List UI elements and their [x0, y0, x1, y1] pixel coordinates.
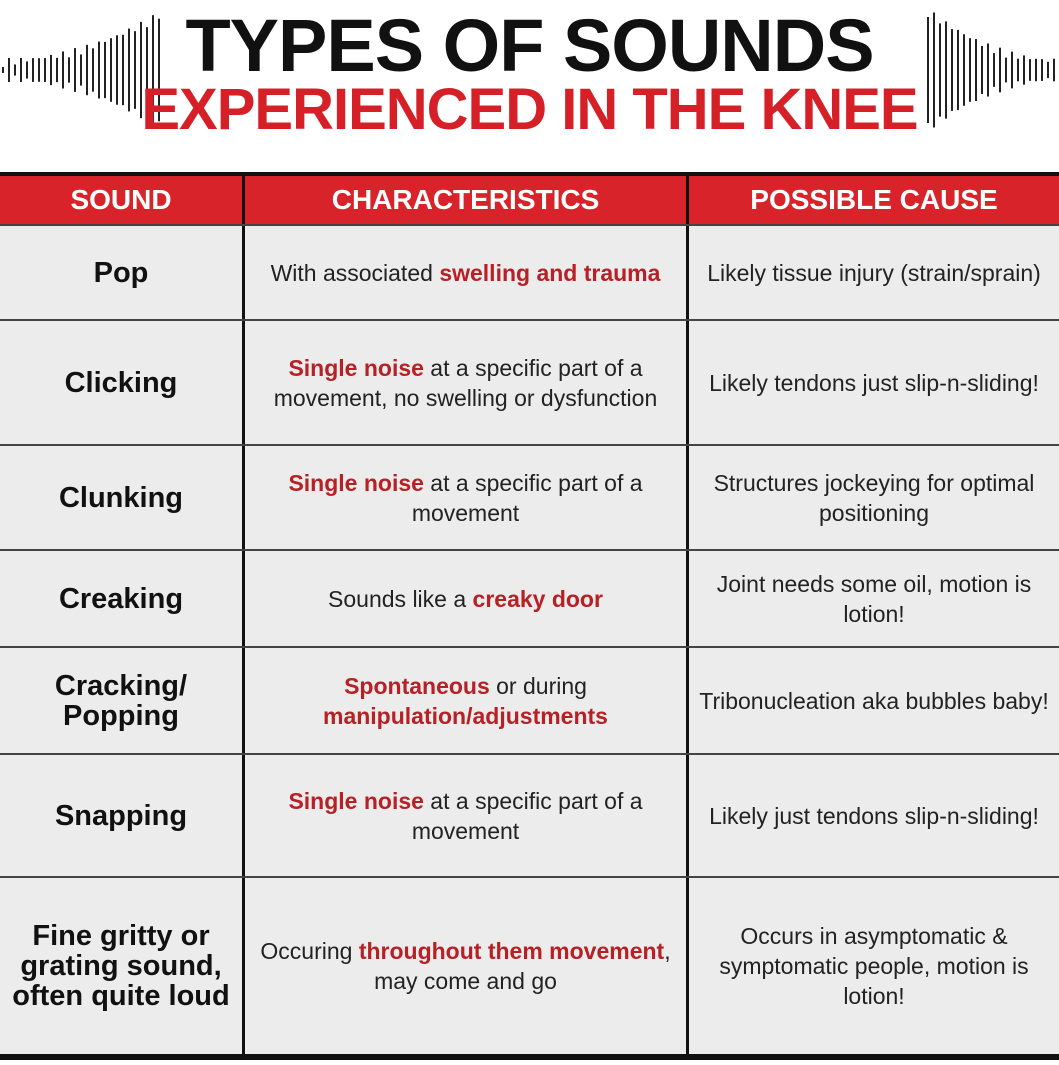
highlighted-text: swelling and trauma — [439, 259, 661, 286]
possible-cause: Joint needs some oil, motion is lotion! — [716, 570, 1032, 627]
sound-name: Clicking — [0, 321, 245, 444]
sounds-table: SOUND CHARACTERISTICS POSSIBLE CAUSE Pop… — [0, 172, 1059, 1060]
soundwave-right-icon — [927, 12, 1055, 128]
characteristic-text: or during — [489, 672, 587, 699]
characteristics-cell: Spontaneous or during manipulation/adjus… — [245, 648, 689, 753]
characteristics-cell: With associated swelling and trauma — [245, 226, 689, 319]
soundwave-left-icon — [2, 15, 160, 125]
sound-name: Creaking — [0, 551, 245, 646]
possible-cause: Occurs in asymptomatic & symptomatic peo… — [719, 923, 1029, 1009]
possible-cause: Tribonucleation aka bubbles baby! — [699, 687, 1049, 714]
title-line-1: TYPES OF SOUNDS — [185, 4, 874, 87]
title-line-2: EXPERIENCED IN THE KNEE — [141, 77, 918, 142]
column-header-possible-cause: POSSIBLE CAUSE — [750, 184, 998, 215]
sound-name: Pop — [0, 226, 245, 319]
characteristics-cell: Single noise at a specific part of a mov… — [245, 446, 689, 549]
possible-cause: Likely tendons just slip-n-sliding! — [709, 369, 1039, 396]
table-row: Snapping Single noise at a specific part … — [0, 753, 1059, 876]
highlighted-text: manipulation/adjustments — [323, 702, 608, 729]
column-header-characteristics: CHARACTERISTICS — [245, 176, 689, 224]
sound-name: Snapping — [0, 755, 245, 876]
characteristics-cell: Occuring throughout them movement, may c… — [245, 878, 689, 1054]
sound-name: Fine gritty or grating sound, often quit… — [0, 878, 245, 1054]
table-row: Cracking/ Popping Spontaneous or during m… — [0, 646, 1059, 753]
table-row: Clicking Single noise at a specific part … — [0, 319, 1059, 444]
characteristic-text: at a specific part of a movement — [411, 787, 643, 844]
characteristic-text: Occuring — [260, 938, 359, 964]
highlighted-text: creaky door — [472, 585, 603, 612]
highlighted-text: Single noise — [288, 469, 424, 496]
characteristic-text: With associated — [270, 259, 440, 286]
highlighted-text: Single noise — [288, 354, 424, 381]
characteristic-text: , may come and go — [374, 938, 671, 994]
characteristics-cell: Sounds like a creaky door — [245, 551, 689, 646]
possible-cause: Likely tissue injury (strain/sprain) — [707, 259, 1041, 286]
characteristic-text: Sounds like a — [328, 585, 473, 612]
characteristic-text: at a specific part of a movement, no swe… — [273, 354, 658, 411]
characteristics-cell: Single noise at a specific part of a mov… — [245, 321, 689, 444]
table-row: Creaking Sounds like a creaky door Joint n… — [0, 549, 1059, 646]
highlighted-text: Spontaneous — [344, 672, 490, 699]
table-header-row: SOUND CHARACTERISTICS POSSIBLE CAUSE — [0, 176, 1059, 224]
highlighted-text: throughout them movement — [358, 938, 665, 964]
table-row: Pop With associated swelling and trauma Li… — [0, 224, 1059, 319]
possible-cause: Structures jockeying for optimal positio… — [713, 469, 1035, 526]
sound-name: Clunking — [0, 446, 245, 549]
possible-cause: Likely just tendons slip-n-sliding! — [709, 802, 1039, 829]
table-body: Pop With associated swelling and trauma Li… — [0, 224, 1059, 1054]
column-header-sound: SOUND — [0, 176, 245, 224]
table-row: Fine gritty or grating sound, often quit… — [0, 876, 1059, 1054]
characteristics-cell: Single noise at a specific part of a mov… — [245, 755, 689, 876]
header: TYPES OF SOUNDS EXPERIENCED IN THE KNEE — [0, 0, 1059, 170]
table-row: Clunking Single noise at a specific part … — [0, 444, 1059, 549]
sound-name: Cracking/ Popping — [0, 648, 245, 753]
characteristic-text: at a specific part of a movement — [411, 469, 643, 526]
highlighted-text: Single noise — [288, 787, 424, 814]
